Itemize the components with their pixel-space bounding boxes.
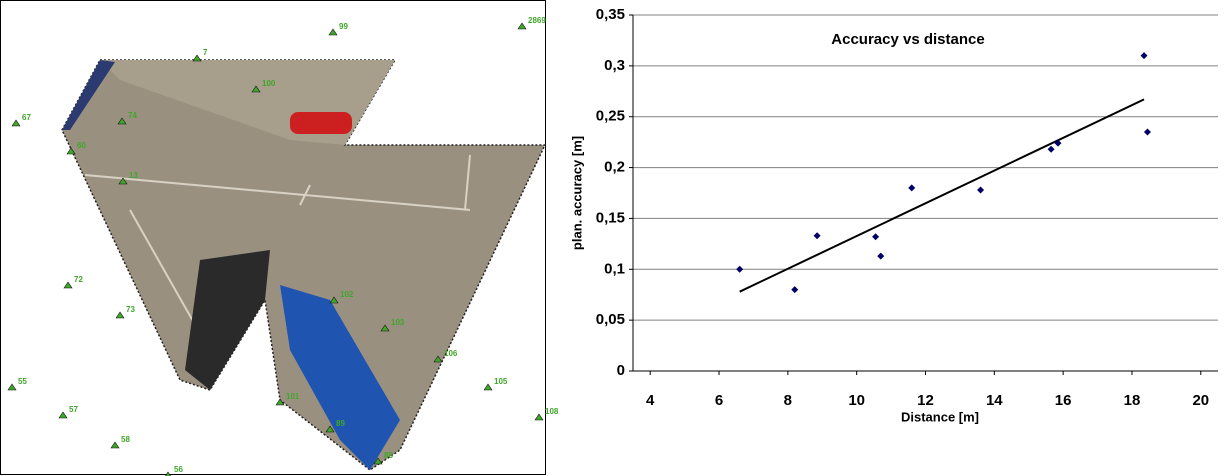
x-tick-label: 12	[917, 392, 934, 409]
marker	[329, 296, 339, 304]
marker	[110, 441, 120, 449]
point	[813, 232, 821, 240]
marker	[66, 147, 76, 155]
y-tick-label: 0,05	[596, 311, 625, 328]
point	[1047, 145, 1055, 153]
y-tick-label: 0,2	[604, 159, 625, 176]
marker	[118, 177, 128, 185]
y-tick-label: 0,3	[604, 57, 625, 74]
x-tick-label: 6	[715, 392, 723, 409]
marker-label: 7	[203, 48, 208, 57]
x-axis-label: Distance [m]	[901, 409, 979, 424]
y-tick-label: 0,1	[604, 260, 625, 277]
marker-label: 55	[18, 377, 27, 386]
point	[908, 184, 916, 192]
marker	[63, 281, 73, 289]
marker	[517, 22, 527, 30]
marker	[117, 117, 127, 125]
marker	[115, 311, 125, 319]
chart-title: Accuracy vs distance	[831, 31, 984, 48]
x-tick-label: 8	[784, 392, 792, 409]
marker-label: 100	[262, 79, 276, 88]
marker-label: 101	[286, 392, 300, 401]
y-axis-label: plan. accuracy [m]	[569, 136, 584, 250]
marker-label: 103	[391, 318, 405, 327]
x-tick-label: 16	[1055, 392, 1072, 409]
point	[877, 252, 885, 260]
marker-label: 88	[384, 451, 393, 460]
photo-panel	[0, 0, 547, 475]
marker-label: 57	[69, 405, 78, 414]
y-tick-label: 0	[617, 362, 625, 379]
car-blue	[280, 285, 400, 470]
marker-label: 13	[129, 171, 138, 180]
marker-label: 2869	[528, 16, 546, 25]
marker-label: 102	[340, 290, 354, 299]
marker	[433, 355, 443, 363]
marker-label: 72	[74, 275, 83, 284]
x-tick-label: 18	[1124, 392, 1141, 409]
marker-label: 58	[121, 435, 130, 444]
point	[1143, 128, 1151, 136]
point	[1140, 52, 1148, 60]
point	[1054, 139, 1062, 147]
marker-label: 60	[77, 141, 86, 150]
marker	[373, 457, 383, 465]
marker-label: 67	[22, 113, 31, 122]
marker-label: 56	[174, 465, 183, 474]
car-dark	[185, 250, 270, 390]
point	[872, 233, 880, 241]
point	[791, 286, 799, 294]
marker	[380, 324, 390, 332]
x-tick-label: 4	[646, 392, 655, 409]
car-red	[290, 112, 352, 134]
marker-label: 89	[336, 419, 345, 428]
point	[736, 265, 744, 273]
marker	[275, 398, 285, 406]
marker-label: 73	[126, 305, 135, 314]
marker-label: 108	[545, 407, 559, 416]
y-tick-label: 0,35	[596, 6, 625, 23]
marker	[164, 471, 172, 476]
marker	[7, 383, 17, 391]
marker-label: 105	[494, 377, 508, 386]
marker	[192, 54, 202, 62]
marker	[483, 383, 493, 391]
marker-label: 74	[128, 111, 137, 120]
marker	[11, 119, 21, 127]
marker	[251, 85, 261, 93]
marker	[58, 411, 68, 419]
x-tick-label: 10	[848, 392, 865, 409]
marker	[325, 425, 335, 433]
x-tick-label: 14	[986, 392, 1003, 409]
orthophoto	[61, 59, 547, 471]
point	[977, 186, 985, 194]
marker	[328, 28, 338, 36]
marker	[534, 413, 544, 421]
marker-label: 99	[339, 22, 348, 31]
y-tick-label: 0,25	[596, 108, 625, 125]
x-tick-label: 20	[1192, 392, 1209, 409]
marker-label: 106	[444, 349, 458, 358]
trendline	[739, 98, 1145, 293]
parking-lines	[84, 154, 471, 361]
y-tick-label: 0,15	[596, 209, 625, 226]
car-edge	[62, 60, 115, 130]
